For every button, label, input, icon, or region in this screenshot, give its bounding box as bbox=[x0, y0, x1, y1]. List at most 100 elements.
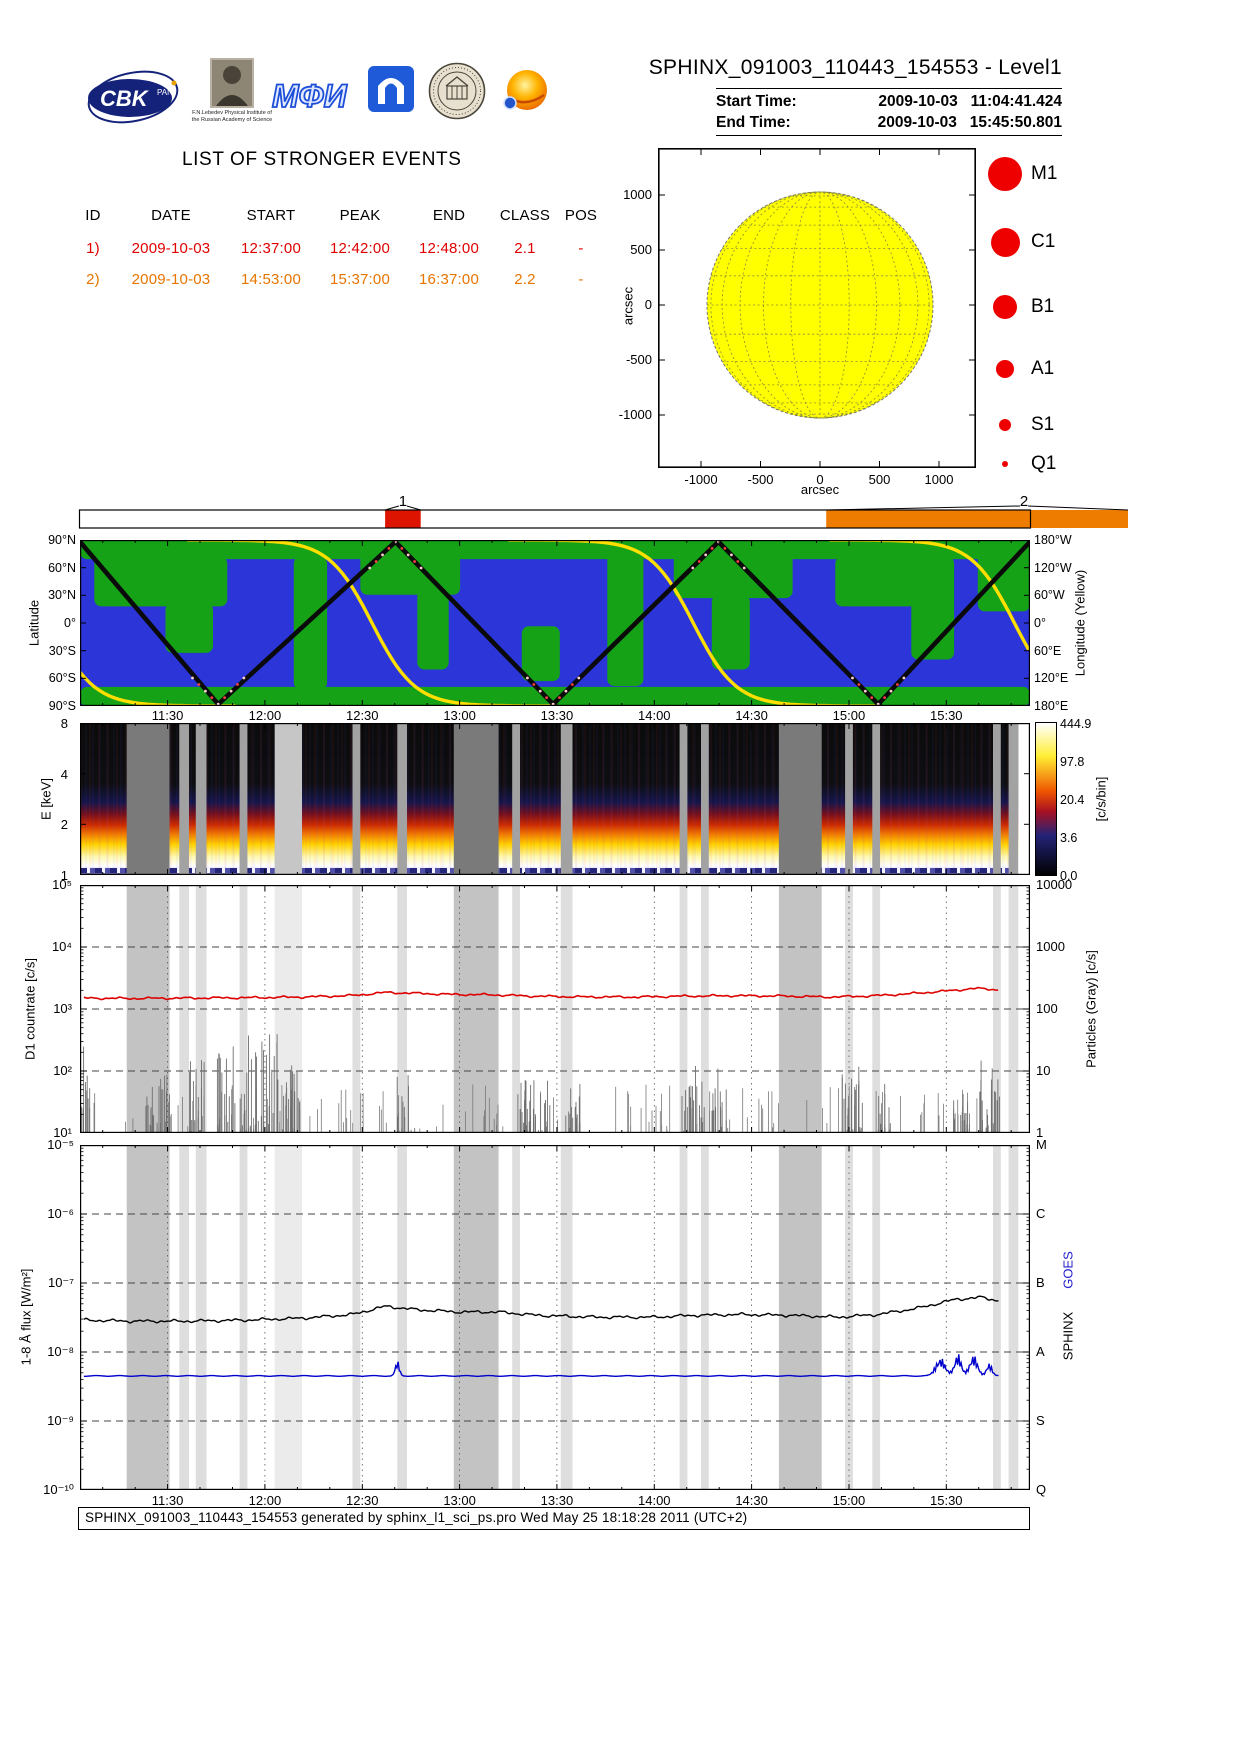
flux-left-tick: 10⁻¹⁰ bbox=[43, 1482, 74, 1497]
cbk-logo: CBK PAN bbox=[85, 69, 181, 125]
arch-logo bbox=[368, 66, 414, 112]
map-land bbox=[835, 556, 931, 607]
countrate-right-tick: 100 bbox=[1036, 1001, 1058, 1016]
track-speckle bbox=[730, 553, 733, 557]
flare-class-dot bbox=[1002, 461, 1008, 467]
countrate-left-tick: 10¹ bbox=[53, 1125, 72, 1140]
spectrogram-ylabel: E [keV] bbox=[38, 778, 54, 820]
flare-class-dot bbox=[993, 295, 1017, 319]
pan-logo-text: PAN bbox=[157, 88, 173, 97]
data-gap-band bbox=[397, 723, 407, 875]
logo-strip: CBK PAN F.N.Lebedev Physical Institute o… bbox=[80, 55, 570, 135]
data-gap-band bbox=[701, 723, 709, 875]
countrate-left-tick: 10² bbox=[53, 1063, 72, 1078]
countrate-right-tick: 10000 bbox=[1036, 877, 1073, 892]
data-gap-band bbox=[179, 723, 189, 875]
event-marker-label: 1 bbox=[399, 495, 407, 510]
data-gap-band bbox=[453, 1145, 499, 1490]
sun-y-tick: -1000 bbox=[618, 407, 652, 422]
track-speckle bbox=[704, 553, 708, 557]
map-time-tick: 12:00 bbox=[248, 708, 282, 723]
spec-e-tick: 1 bbox=[60, 868, 68, 883]
map-land bbox=[607, 553, 644, 687]
data-gap-band bbox=[126, 723, 170, 875]
goes-class-letter: A bbox=[1036, 1344, 1045, 1359]
flux-left-tick: 10⁻⁷ bbox=[47, 1275, 74, 1290]
data-gap-band bbox=[993, 1145, 1001, 1490]
mpai-logo-text: МФИ bbox=[272, 78, 348, 114]
event-marker bbox=[385, 510, 421, 528]
goes-flux-series bbox=[83, 1354, 999, 1378]
data-gap-band bbox=[352, 1145, 361, 1490]
map-land bbox=[94, 556, 228, 607]
map-land bbox=[711, 594, 750, 670]
track-speckle bbox=[236, 683, 239, 686]
map-land bbox=[165, 603, 213, 653]
start-time-label: Start Time: bbox=[716, 93, 797, 110]
map-land bbox=[80, 686, 1030, 706]
sun-y-tick: 1000 bbox=[623, 187, 652, 202]
track-speckle bbox=[902, 676, 906, 680]
flux-label-sphinx: SPHINX bbox=[1060, 1311, 1076, 1361]
map-land bbox=[80, 540, 1030, 560]
lon-tick: 180°E bbox=[1034, 699, 1069, 713]
countrate-panel bbox=[80, 885, 1030, 1133]
lat-tick: 60°N bbox=[48, 560, 76, 575]
track-speckle bbox=[191, 676, 194, 680]
flux-label-goes: GOES bbox=[1060, 1251, 1076, 1289]
track-speckle bbox=[413, 560, 416, 563]
data-gap-band bbox=[195, 723, 207, 875]
spec-e-tick: 2 bbox=[60, 817, 68, 833]
data-gap-band bbox=[778, 723, 822, 875]
events-table: ID DATE START PEAK END CLASS POS 1) 2009-10-03 12… bbox=[70, 200, 598, 295]
sun-x-tick: -500 bbox=[747, 472, 774, 487]
map-land bbox=[521, 626, 560, 682]
data-gap-band bbox=[679, 723, 688, 875]
lebedev-portrait bbox=[210, 58, 254, 108]
data-gap-band bbox=[397, 885, 407, 1133]
cbk-logo-text: CBK bbox=[100, 86, 150, 111]
track-speckle bbox=[406, 553, 410, 557]
end-time-label: End Time: bbox=[716, 114, 791, 131]
data-gap-band bbox=[179, 885, 189, 1133]
flare-class-label: Q1 bbox=[1031, 453, 1057, 474]
flux-time-tick: 13:00 bbox=[443, 1493, 476, 1508]
data-gap-band bbox=[397, 1145, 407, 1490]
flux-left-tick: 10⁻⁸ bbox=[47, 1344, 74, 1359]
data-gap-band bbox=[126, 1145, 170, 1490]
track-speckle bbox=[697, 560, 701, 563]
flux-left-tick: 10⁻⁵ bbox=[47, 1137, 74, 1152]
map-time-tick: 14:00 bbox=[638, 708, 671, 723]
map-time-tick: 12:30 bbox=[345, 708, 379, 723]
data-gap-band bbox=[512, 723, 520, 875]
spec-e-tick: 4 bbox=[60, 766, 68, 782]
lebedev-institute-logo: F.N.Lebedev Physical Institute of the Ru… bbox=[190, 58, 274, 123]
data-gap-band bbox=[1008, 885, 1019, 1133]
spectrogram-bottom-stripe bbox=[80, 868, 1030, 873]
lon-tick: 0° bbox=[1034, 616, 1046, 630]
lon-tick: 60°W bbox=[1034, 588, 1065, 603]
flare-class-dot bbox=[988, 157, 1022, 191]
track-speckle bbox=[577, 676, 581, 680]
goes-class-letter: M bbox=[1036, 1137, 1047, 1152]
data-gap-band bbox=[872, 723, 881, 875]
track-speckle bbox=[889, 689, 893, 693]
lon-tick: 120°W bbox=[1034, 560, 1072, 575]
track-speckle bbox=[419, 566, 423, 570]
event-row: 2) 2009-10-03 14:53:00 15:37:00 16:37:00 2.2- bbox=[86, 271, 584, 288]
events-header-row: ID DATE START PEAK END CLASS POS bbox=[85, 207, 598, 224]
goes-class-letter: Q bbox=[1036, 1482, 1047, 1497]
countrate-right-tick: 10 bbox=[1036, 1063, 1051, 1078]
flux-time-tick: 12:30 bbox=[345, 1493, 379, 1508]
flare-class-legend: M1 C1 B1 A1 S1 Q1 bbox=[985, 150, 1145, 480]
track-speckle bbox=[538, 689, 542, 693]
map-time-tick: 13:30 bbox=[540, 708, 574, 723]
map-land bbox=[417, 589, 449, 670]
event-marker-label: 2 bbox=[1020, 495, 1028, 510]
track-speckle bbox=[387, 547, 391, 550]
track-speckle bbox=[857, 683, 861, 686]
track-speckle bbox=[223, 696, 227, 699]
flare-class-label: S1 bbox=[1031, 414, 1055, 435]
footer-generated-line: SPHINX_091003_110443_154553 generated by… bbox=[78, 1507, 1030, 1530]
